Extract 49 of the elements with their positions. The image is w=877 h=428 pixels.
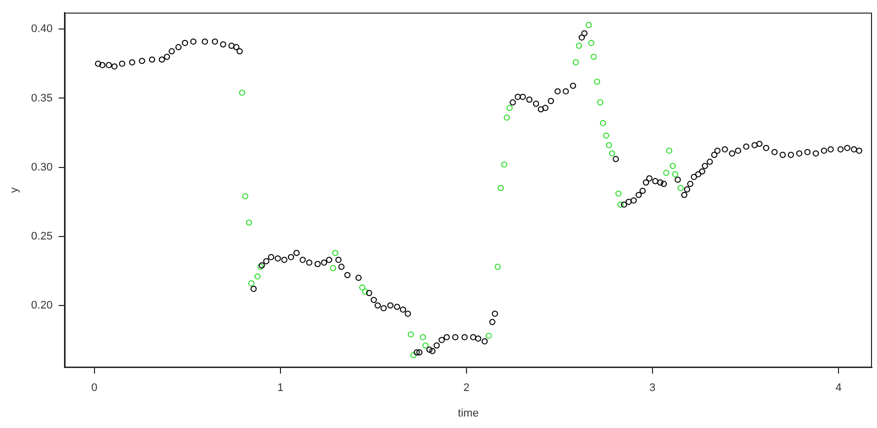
point [670, 162, 676, 170]
point [672, 171, 678, 178]
point [586, 22, 592, 28]
point [501, 161, 508, 168]
point [254, 273, 261, 280]
y-tick-label: 0.40 [31, 23, 53, 36]
point [332, 250, 338, 256]
point [422, 342, 429, 349]
point [486, 332, 492, 339]
point [420, 334, 426, 340]
point [498, 184, 504, 192]
point [408, 331, 414, 338]
point [410, 352, 417, 358]
point [576, 42, 582, 49]
point [597, 99, 604, 106]
point [246, 219, 252, 226]
y-axis-title: y [8, 186, 21, 193]
point [600, 120, 606, 126]
point [242, 193, 248, 200]
y-tick-label: 0.20 [31, 299, 53, 312]
x-tick-label: 0 [91, 382, 98, 394]
x-axis-title: time [458, 407, 479, 420]
point [506, 104, 513, 112]
point [663, 170, 670, 176]
point [588, 40, 594, 46]
point [609, 150, 616, 157]
point [362, 288, 368, 295]
x-tick-label: 3 [649, 382, 656, 394]
point [606, 142, 612, 148]
point [238, 90, 246, 96]
point [666, 148, 672, 154]
y-tick-label: 0.35 [31, 92, 53, 104]
point [359, 284, 366, 291]
point [603, 132, 610, 139]
point [617, 202, 624, 208]
point [504, 114, 510, 121]
y-tick-label: 0.30 [31, 161, 53, 174]
point [590, 54, 597, 60]
point [330, 265, 336, 272]
y-tick-label: 0.25 [31, 230, 53, 242]
point [248, 280, 254, 286]
point [572, 59, 579, 66]
point [615, 190, 622, 197]
point [494, 264, 501, 270]
point [594, 78, 600, 85]
point [677, 184, 684, 192]
x-tick-label: 1 [277, 382, 284, 394]
x-tick-label: 2 [463, 382, 470, 394]
x-tick-label: 4 [835, 382, 842, 394]
